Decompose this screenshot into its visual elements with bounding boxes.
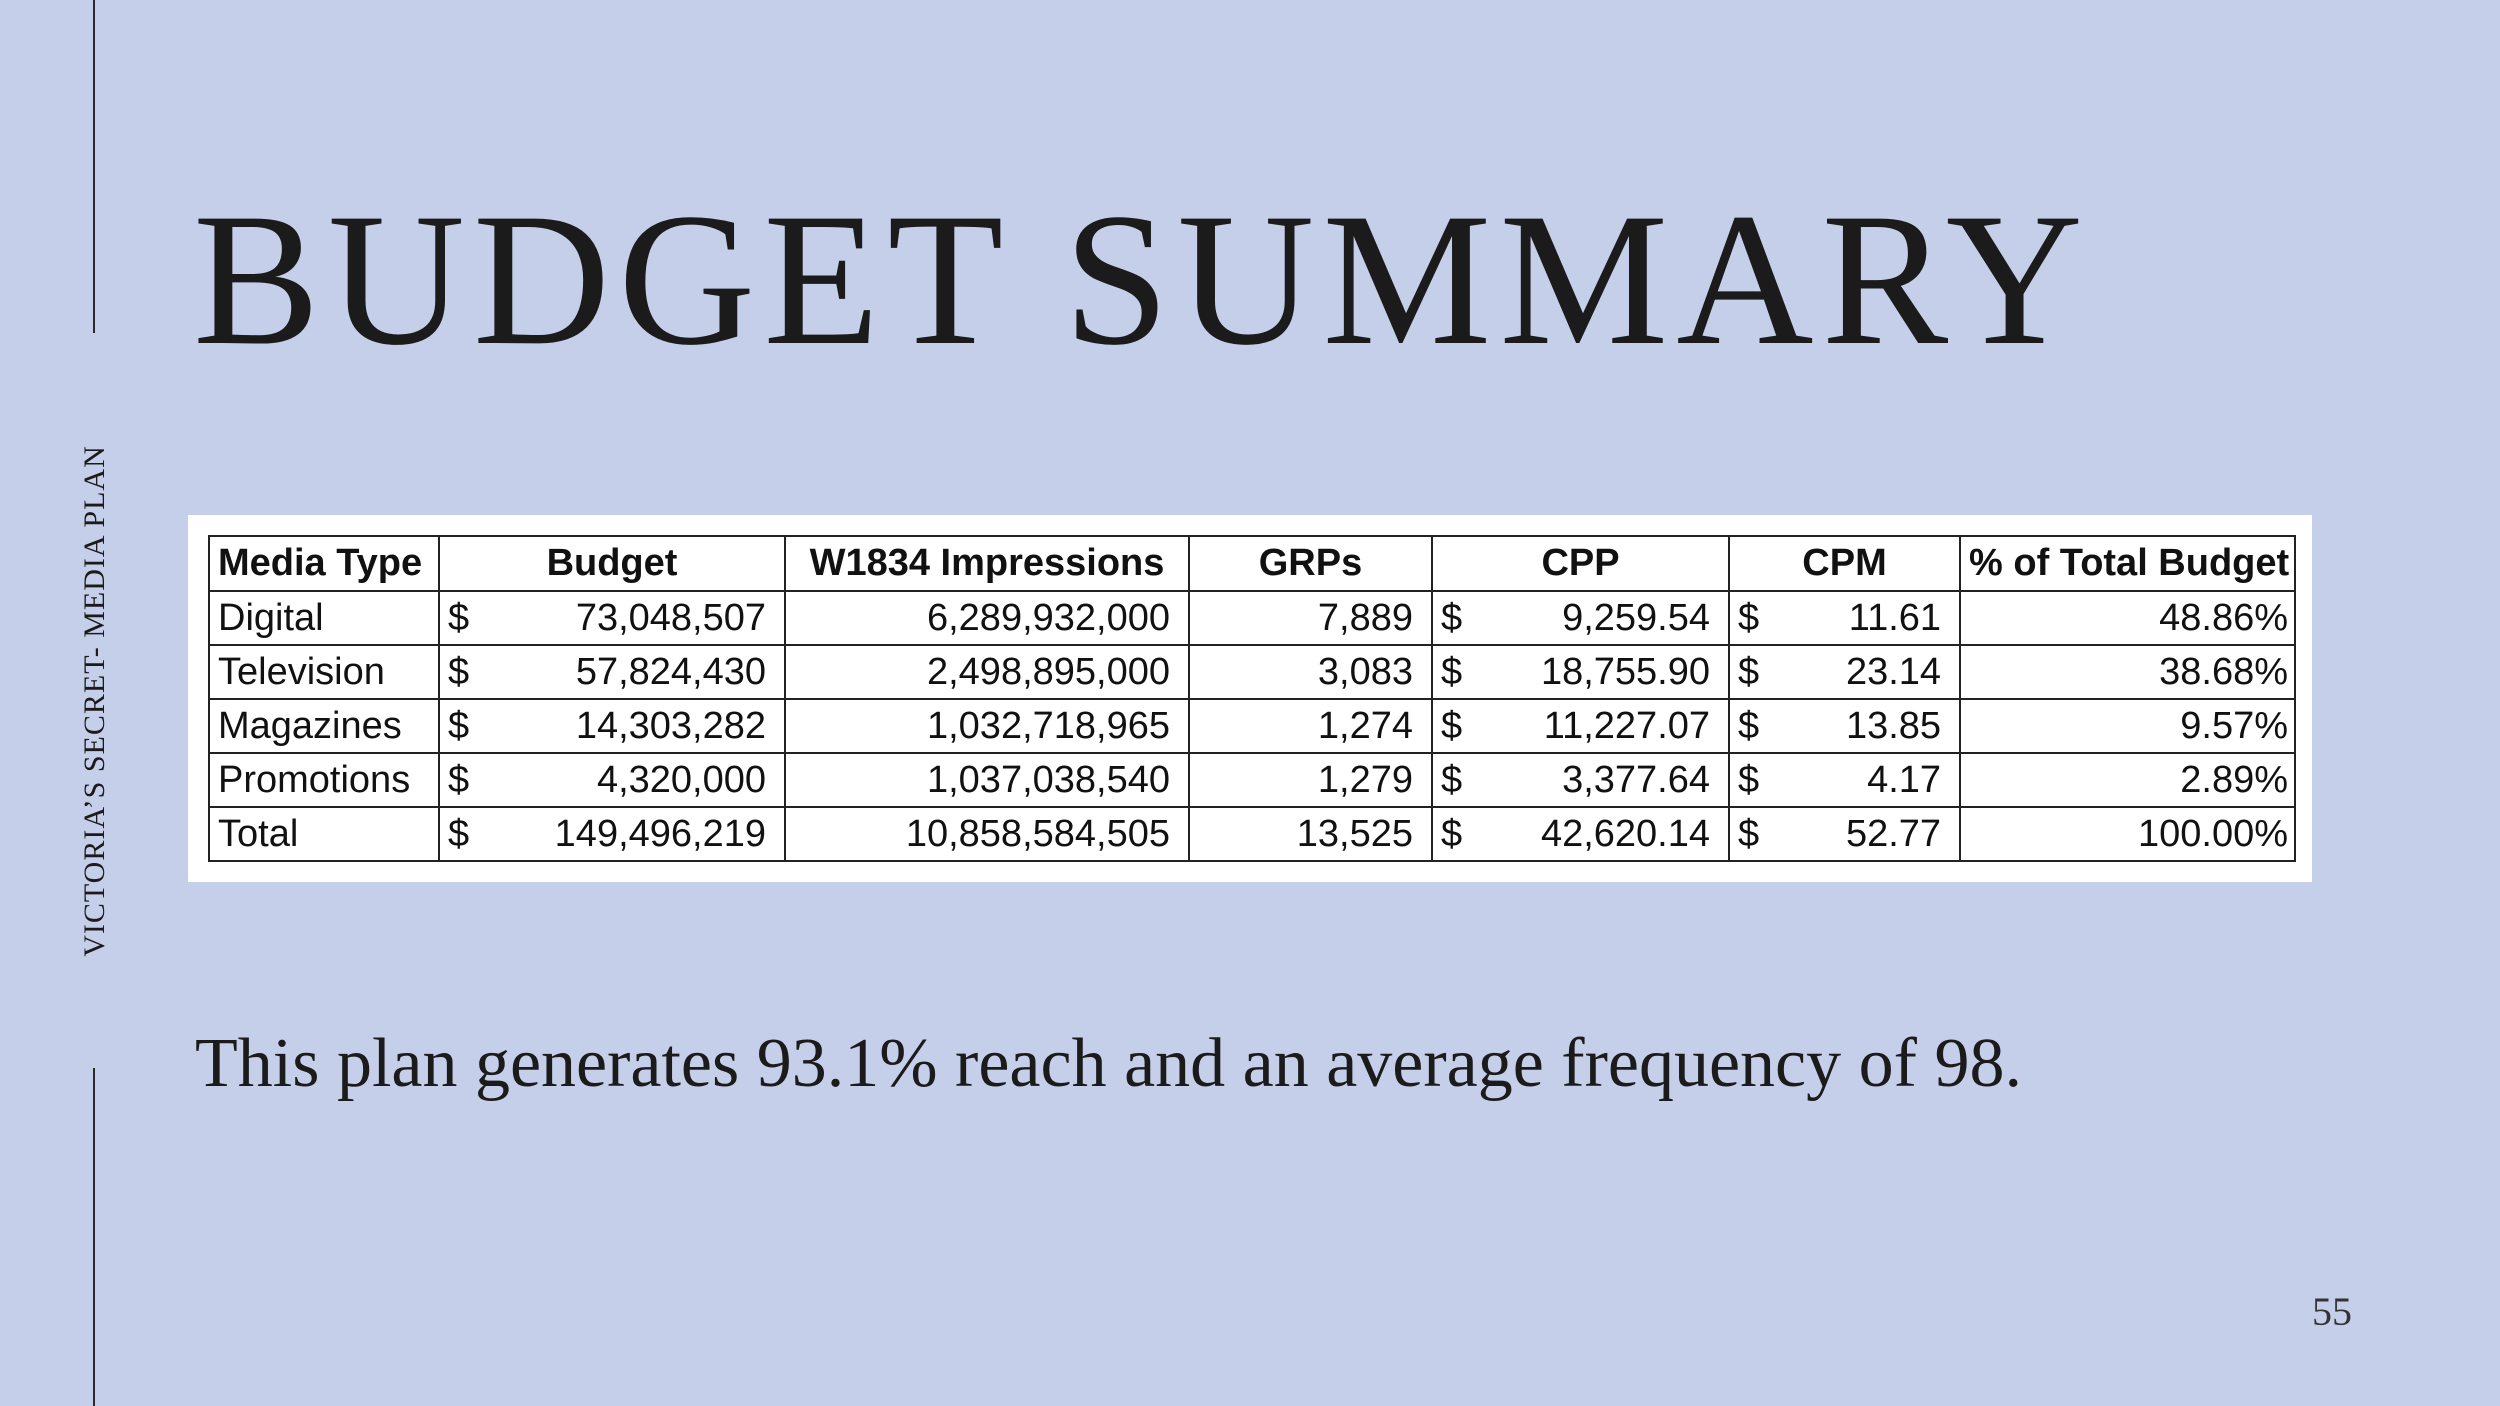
cell-grps: 3,083 (1188, 644, 1433, 700)
currency-symbol: $ (1728, 806, 1788, 862)
side-label: VICTORIA’S SECRET- MEDIA PLAN (78, 445, 111, 957)
cell-cpp: 18,755.90 (1490, 644, 1731, 700)
cell-cpp: 42,620.14 (1490, 806, 1731, 862)
budget-table: Media Type Budget W1834 Impressions GRPs… (208, 535, 2297, 862)
cell-budget: 14,303,282 (497, 698, 786, 754)
cell-grps: 1,274 (1188, 698, 1433, 754)
cell-budget: 57,824,430 (497, 644, 786, 700)
currency-symbol: $ (1728, 752, 1788, 808)
currency-symbol: $ (438, 590, 497, 646)
currency-symbol: $ (438, 644, 497, 700)
summary-text: This plan generates 93.1% reach and an a… (195, 1025, 2022, 1102)
cell-budget: 73,048,507 (497, 590, 786, 646)
table-row: Digital $ 73,048,507 6,289,932,000 7,889… (208, 590, 2297, 646)
page-number: 55 (2312, 1289, 2352, 1334)
table-total-row: Total $ 149,496,219 10,858,584,505 13,52… (208, 806, 2297, 862)
vertical-rule-top (93, 0, 95, 333)
cell-media-type: Magazines (208, 698, 440, 754)
cell-budget: 149,496,219 (497, 806, 786, 862)
currency-symbol: $ (438, 752, 497, 808)
cell-cpp: 9,259.54 (1490, 590, 1731, 646)
vertical-rule-bottom (93, 1068, 95, 1406)
currency-symbol: $ (1431, 752, 1490, 808)
currency-symbol: $ (1431, 590, 1490, 646)
cell-impressions: 1,032,718,965 (784, 698, 1190, 754)
cell-cpm: 13.85 (1787, 698, 1962, 754)
currency-symbol: $ (1728, 590, 1788, 646)
cell-impressions: 1,037,038,540 (784, 752, 1190, 808)
cell-media-type: Television (208, 644, 440, 700)
cell-pct-total-budget: 2.89% (1959, 752, 2297, 808)
cell-grps: 1,279 (1188, 752, 1433, 808)
header-media-type: Media Type (208, 535, 440, 592)
currency-symbol: $ (438, 698, 497, 754)
cell-cpm: 11.61 (1787, 590, 1962, 646)
cell-pct-total-budget: 38.68% (1959, 644, 2297, 700)
cell-cpp: 11,227.07 (1490, 698, 1731, 754)
currency-symbol: $ (1728, 644, 1788, 700)
cell-cpp: 3,377.64 (1490, 752, 1731, 808)
currency-symbol: $ (438, 806, 497, 862)
table-row: Magazines $ 14,303,282 1,032,718,965 1,2… (208, 698, 2297, 754)
table-row: Television $ 57,824,430 2,498,895,000 3,… (208, 644, 2297, 700)
header-cpm: CPM (1728, 535, 1962, 592)
currency-symbol: $ (1431, 644, 1490, 700)
cell-media-type: Total (208, 806, 440, 862)
header-budget: Budget (438, 535, 786, 592)
cell-media-type: Digital (208, 590, 440, 646)
header-cpp: CPP (1430, 535, 1731, 592)
cell-grps: 7,889 (1188, 590, 1433, 646)
cell-impressions: 2,498,895,000 (784, 644, 1190, 700)
table-row: Promotions $ 4,320,000 1,037,038,540 1,2… (208, 752, 2297, 808)
table-header-row: Media Type Budget W1834 Impressions GRPs… (208, 535, 2297, 592)
cell-pct-total-budget: 48.86% (1959, 590, 2297, 646)
cell-cpm: 52.77 (1787, 806, 1962, 862)
cell-impressions: 10,858,584,505 (784, 806, 1190, 862)
currency-symbol: $ (1431, 806, 1490, 862)
cell-cpm: 4.17 (1787, 752, 1962, 808)
header-impressions: W1834 Impressions (784, 535, 1190, 592)
cell-media-type: Promotions (208, 752, 440, 808)
cell-impressions: 6,289,932,000 (784, 590, 1190, 646)
cell-pct-total-budget: 100.00% (1959, 806, 2297, 862)
currency-symbol: $ (1431, 698, 1490, 754)
cell-budget: 4,320,000 (497, 752, 786, 808)
budget-table-card: Media Type Budget W1834 Impressions GRPs… (188, 515, 2312, 882)
currency-symbol: $ (1728, 698, 1788, 754)
header-grps: GRPs (1188, 535, 1433, 592)
cell-pct-total-budget: 9.57% (1959, 698, 2297, 754)
cell-cpm: 23.14 (1787, 644, 1962, 700)
cell-grps: 13,525 (1188, 806, 1433, 862)
header-pct-total-budget: % of Total Budget (1959, 535, 2297, 592)
page-title: BUDGET SUMMARY (193, 175, 2091, 385)
